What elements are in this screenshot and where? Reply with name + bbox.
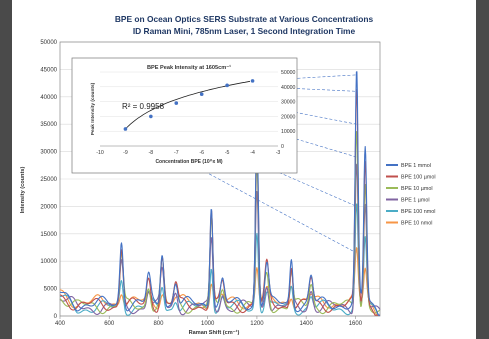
inset-x-tick-label: -4 xyxy=(250,150,255,156)
chart-title: BPE on Ocean Optics SERS Substrate at Va… xyxy=(115,14,374,24)
y-tick-label: 25000 xyxy=(40,177,57,183)
sers-chart: BPE on Ocean Optics SERS Substrate at Va… xyxy=(12,0,476,339)
series-line xyxy=(59,71,381,316)
inset-y-tick-label: 40000 xyxy=(281,85,296,91)
x-tick-label: 1200 xyxy=(250,321,264,327)
inset-y-tick-label: 20000 xyxy=(281,114,296,120)
inset-y-tick-label: 0 xyxy=(281,144,284,150)
plot-area-border xyxy=(59,41,381,317)
inset-x-tick-label: -6 xyxy=(199,150,204,156)
inset-x-tick-label: -10 xyxy=(96,150,104,156)
inset-y-axis-label: Peak Intensity (counts) xyxy=(90,82,96,135)
y-tick-label: 40000 xyxy=(40,95,57,101)
chart-subtitle: ID Raman Mini, 785nm Laser, 1 Second Int… xyxy=(133,26,356,36)
left-border-strip xyxy=(0,0,12,339)
inset-fit-curve xyxy=(125,80,251,130)
inset-y-tick-label: 50000 xyxy=(281,70,296,76)
y-tick-label: 0 xyxy=(54,314,58,320)
inset-panel xyxy=(71,57,298,174)
inset-data-point xyxy=(149,114,153,119)
y-tick-label: 15000 xyxy=(40,232,57,238)
legend-label: BPE 1 µmol xyxy=(401,198,430,204)
series-line xyxy=(59,130,381,315)
x-tick-label: 1600 xyxy=(349,321,363,327)
r-squared-label: R² = 0.9958 xyxy=(122,102,165,111)
inset-x-tick-label: -9 xyxy=(123,150,128,156)
inset-y-tick-label: 10000 xyxy=(281,129,296,135)
legend-label: BPE 100 nmol xyxy=(401,209,435,215)
y-tick-label: 45000 xyxy=(40,67,57,73)
x-tick-label: 800 xyxy=(153,321,164,327)
x-tick-label: 400 xyxy=(55,321,66,327)
x-tick-label: 1000 xyxy=(201,321,215,327)
inset-data-point xyxy=(174,101,179,105)
inset-title: BPE Peak Intensity at 1605cm⁻¹ xyxy=(147,64,231,71)
right-border-strip xyxy=(476,0,489,339)
x-tick-label: 1400 xyxy=(299,321,313,327)
y-tick-label: 30000 xyxy=(40,150,57,156)
inset-y-tick-label: 30000 xyxy=(281,100,296,106)
connector-line xyxy=(125,128,357,254)
x-tick-label: 600 xyxy=(104,321,115,327)
inset-data-point xyxy=(123,127,128,131)
inset-data-point xyxy=(250,79,255,83)
y-tick-label: 10000 xyxy=(40,259,57,265)
y-tick-label: 50000 xyxy=(40,40,57,46)
chart-frame: BPE on Ocean Optics SERS Substrate at Va… xyxy=(12,0,476,339)
y-axis-label: Intensity (counts) xyxy=(20,167,26,214)
y-tick-label: 5000 xyxy=(44,287,58,293)
legend-label: BPE 100 µmol xyxy=(401,175,436,181)
y-tick-label: 20000 xyxy=(40,204,57,210)
inset-x-tick-label: -8 xyxy=(149,150,154,156)
legend-label: BPE 10 nmol xyxy=(401,221,432,227)
x-axis-label: Raman Shift (cm⁻¹) xyxy=(189,329,240,336)
inset-data-point xyxy=(225,83,229,88)
inset-x-tick-label: -7 xyxy=(174,150,179,156)
legend-label: BPE 1 mmol xyxy=(401,163,431,169)
inset-data-point xyxy=(199,92,204,96)
inset-x-axis-label: Concentration BPE (10^x M) xyxy=(155,159,222,165)
y-tick-label: 35000 xyxy=(40,122,57,128)
inset-x-tick-label: -5 xyxy=(225,150,230,156)
legend-label: BPE 10 µmol xyxy=(401,186,433,192)
inset-x-tick-label: -3 xyxy=(276,150,281,156)
